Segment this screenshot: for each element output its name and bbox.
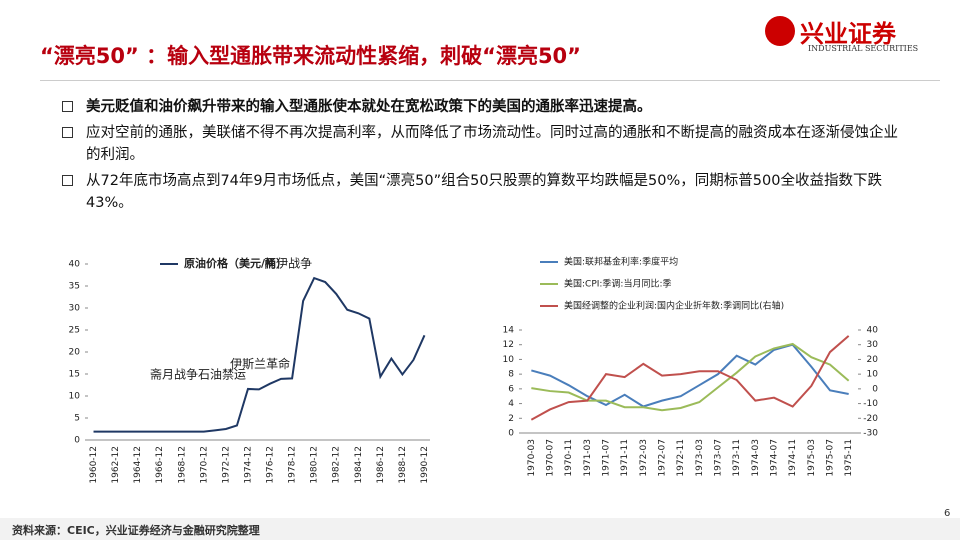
y-tick-label: 25 (69, 326, 80, 336)
y-tick-label: 40 (69, 260, 81, 270)
y-tick-label: 0 (74, 436, 80, 446)
bullet: 应对空前的通胀，美联储不得不再次提高利率，从而降低了市场流动性。同时过高的通胀和… (62, 122, 912, 166)
y-tick-label: 6 (508, 384, 514, 394)
annotation: 斋月战争石油禁运 (150, 366, 246, 381)
x-tick-label: 1970-12 (199, 446, 209, 484)
bullet: 从72年底市场高点到74年9月市场低点，美国“漂亮50”组合50只股票的算数平均… (62, 170, 912, 214)
x-tick-label: 1973-11 (732, 439, 742, 477)
x-tick-label: 1971-03 (583, 439, 593, 477)
footer-bar (0, 518, 960, 540)
annotation: 伊斯兰革命 (230, 356, 290, 371)
line-series (531, 342, 850, 412)
line-series (93, 276, 426, 433)
divider (40, 80, 940, 81)
y-tick-label: 14 (503, 326, 515, 336)
x-tick-label: 1972-11 (676, 439, 686, 477)
x-tick-label: 1976-12 (266, 446, 276, 484)
bullet-list: 美元贬值和油价飙升带来的输入型通胀使本就处在宽松政策下的美国的通胀率迅速提高。 … (62, 96, 912, 218)
annotation: 两伊战争 (264, 257, 312, 271)
x-tick-label: 1982-12 (332, 446, 342, 484)
x-tick-label: 1973-03 (695, 439, 705, 477)
x-tick-label: 1980-12 (310, 446, 320, 484)
x-tick-label: 1972-07 (658, 439, 668, 477)
source: 资料来源：CEIC，兴业证券经济与金融研究院整理 (12, 524, 260, 537)
y-tick-label: 8 (508, 370, 514, 380)
logo-text: 兴业证券 (800, 20, 896, 48)
title: “漂亮50” ：输入型通胀带来流动性紧缩，刺破“漂亮50” (40, 44, 581, 68)
y2-tick-label: 40 (867, 326, 879, 336)
legend-label: 美国:CPI:季调:当月同比:季 (564, 278, 672, 290)
x-tick-label: 1971-11 (620, 439, 630, 477)
y-tick-label: 10 (69, 392, 81, 402)
legend-label: 美国:联邦基金利率:季度平均 (564, 256, 678, 268)
legend-label: 美国经调整的企业利润:国内企业折年数:季调同比(右轴) (564, 300, 784, 312)
x-tick-label: 1964-12 (133, 446, 143, 484)
y-tick-label: 12 (503, 340, 514, 350)
y2-tick-label: 30 (867, 340, 879, 350)
x-tick-label: 1974-03 (751, 439, 761, 477)
line-series (530, 335, 850, 421)
legend-label: 原油价格（美元/桶） (184, 256, 287, 270)
logo-icon (765, 16, 795, 46)
y-tick-label: 30 (69, 304, 81, 314)
x-tick-label: 1962-12 (111, 446, 121, 484)
x-tick-label: 1972-12 (221, 446, 231, 484)
y2-tick-label: -10 (863, 399, 878, 409)
x-tick-label: 1988-12 (398, 446, 408, 484)
x-tick-label: 1986-12 (376, 446, 386, 484)
y2-tick-label: 20 (867, 355, 879, 365)
y-tick-label: 15 (69, 370, 80, 380)
x-tick-label: 1978-12 (288, 446, 298, 484)
x-tick-label: 1971-07 (602, 439, 612, 477)
y-tick-label: 10 (503, 355, 515, 365)
x-tick-label: 1970-03 (527, 439, 537, 477)
x-tick-label: 1974-12 (243, 446, 253, 484)
y2-tick-label: 10 (867, 370, 879, 380)
x-tick-label: 1970-07 (546, 439, 556, 477)
y-tick-label: 0 (508, 429, 514, 439)
x-tick-label: 1968-12 (177, 446, 187, 484)
y2-tick-label: -20 (863, 414, 878, 424)
y-tick-label: 5 (74, 414, 80, 424)
x-tick-label: 1966-12 (155, 446, 165, 484)
x-tick-label: 1970-11 (564, 439, 574, 477)
bullet: 美元贬值和油价飙升带来的输入型通胀使本就处在宽松政策下的美国的通胀率迅速提高。 (62, 96, 912, 118)
x-tick-label: 1974-11 (788, 439, 798, 477)
x-tick-label: 1975-07 (826, 439, 836, 477)
y-tick-label: 2 (508, 414, 514, 424)
x-tick-label: 1974-07 (770, 439, 780, 477)
x-tick-label: 1990-12 (420, 446, 430, 484)
x-tick-label: 1975-11 (844, 439, 854, 477)
y2-tick-label: -30 (863, 429, 878, 439)
y-tick-label: 4 (508, 399, 514, 409)
line-series (531, 343, 849, 408)
y-tick-label: 20 (69, 348, 81, 358)
y2-tick-label: 0 (872, 384, 878, 394)
y-tick-label: 35 (69, 282, 80, 292)
x-tick-label: 1960-12 (89, 446, 99, 484)
page-number: 6 (944, 508, 951, 519)
logo-subtext: INDUSTRIAL SECURITIES (808, 44, 919, 53)
x-tick-label: 1973-07 (714, 439, 724, 477)
x-tick-label: 1975-03 (807, 439, 817, 477)
x-tick-label: 1972-03 (639, 439, 649, 477)
x-tick-label: 1984-12 (354, 446, 364, 484)
